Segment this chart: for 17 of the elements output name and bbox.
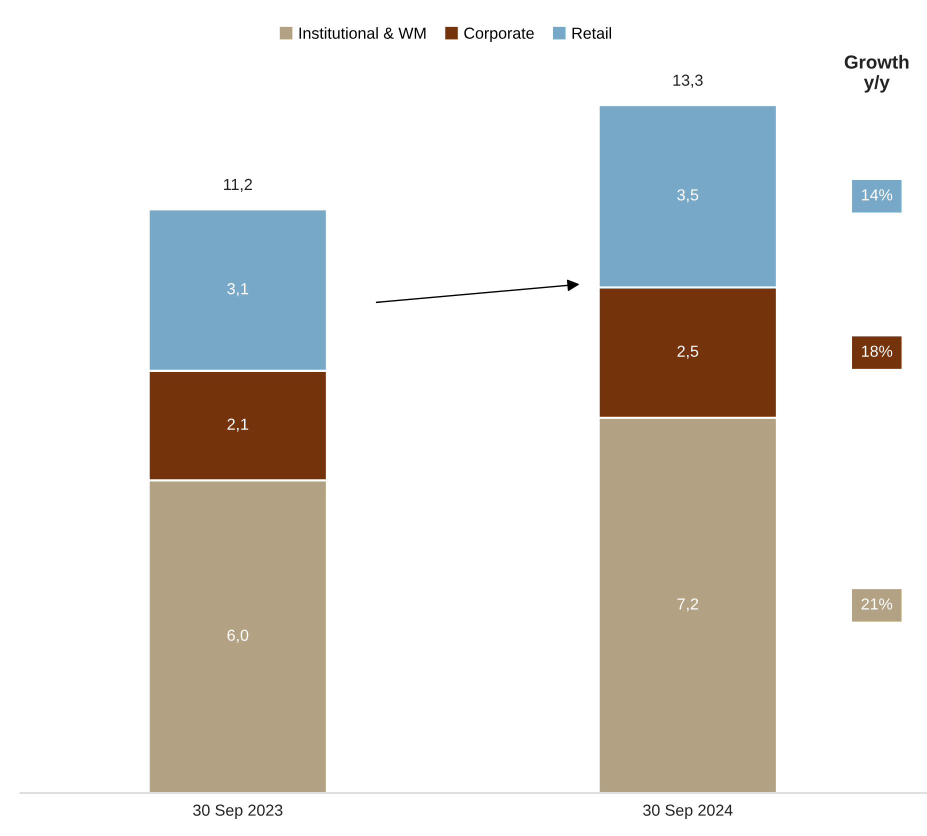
annotation: 14% <box>862 189 892 200</box>
x-tick-label: 30 Sep 2024 <box>643 804 733 819</box>
legend-label: Retail <box>572 27 612 39</box>
annotation: 21% <box>862 598 892 610</box>
total-label: 11,2 <box>224 178 252 192</box>
total-label: 13,3 <box>673 74 703 88</box>
text: Growth y/y <box>844 54 908 93</box>
legend-label: Institutional & WM <box>300 27 426 39</box>
data-label: 2,5 <box>678 346 698 359</box>
legend-label: Corporate <box>464 28 534 42</box>
data-label: 3,5 <box>677 189 698 202</box>
data-label: 2,1 <box>228 418 248 432</box>
x-tick-label: 30 Sep 2023 <box>193 804 282 819</box>
data-label: 3,1 <box>227 283 248 296</box>
data-label: 7,2 <box>678 598 698 612</box>
annotation: 18% <box>862 346 892 357</box>
data-label: 6,0 <box>228 630 248 643</box>
